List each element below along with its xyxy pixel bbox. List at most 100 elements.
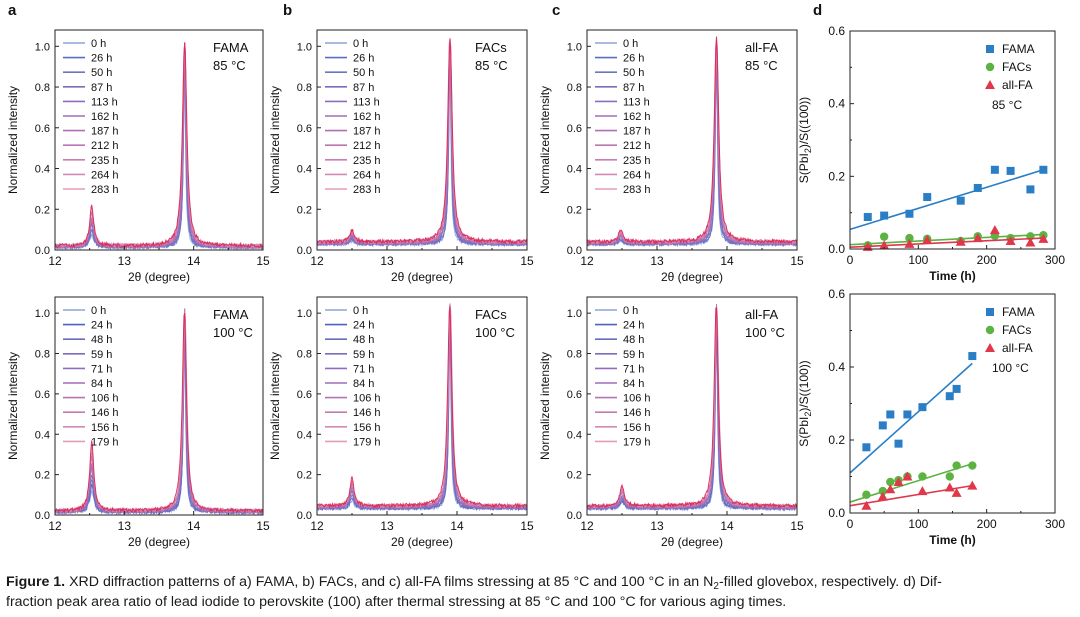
x-tick-label: 200 xyxy=(977,253,997,267)
legend-label: 26 h xyxy=(91,53,112,65)
y-tick-label: 0.0 xyxy=(567,245,582,257)
data-point-triangle xyxy=(893,476,904,486)
legend-label: 212 h xyxy=(353,140,381,152)
legend-label: 235 h xyxy=(91,155,119,167)
data-point-square xyxy=(1006,166,1015,175)
xrd-trace xyxy=(587,310,797,511)
legend-label: 48 h xyxy=(91,334,112,346)
legend-label: 106 h xyxy=(91,393,119,405)
legend-label: 26 h xyxy=(353,53,374,65)
xrd-trace xyxy=(55,314,263,515)
x-tick-label: 14 xyxy=(720,254,734,268)
x-tick-label: 0 xyxy=(847,253,854,267)
figure-canvas: 12 13 14 15 0.0 0.2 0.4 0.6 0.8 1.0 2θ (degree) Nor… xyxy=(6,2,1065,549)
xrd-trace xyxy=(55,42,263,250)
xrd-panel-b-top: 12 13 14 15 0.0 0.2 0.4 0.6 0.8 1.0 2θ (degree) Nor… xyxy=(268,29,534,284)
y-tick-label: 0.0 xyxy=(567,510,582,522)
data-point-square xyxy=(905,209,914,218)
xrd-trace xyxy=(55,47,263,250)
legend-label: 146 h xyxy=(91,407,119,419)
xrd-trace xyxy=(55,314,263,515)
y-tick-label: 0.6 xyxy=(828,287,845,301)
xrd-trace xyxy=(55,310,263,515)
xrd-trace xyxy=(55,45,263,250)
legend-label: 283 h xyxy=(623,184,651,196)
legend-label: 87 h xyxy=(353,82,374,94)
data-point-square xyxy=(956,196,965,205)
sample-label: FAMA xyxy=(213,307,249,322)
y-tick-label: 0.8 xyxy=(35,82,50,94)
legend-label: all-FA xyxy=(1002,341,1033,355)
data-point-triangle xyxy=(902,471,913,481)
xrd-trace xyxy=(55,43,263,250)
legend-label: FACs xyxy=(1002,60,1031,74)
legend-label: 113 h xyxy=(353,96,380,108)
legend-label: 50 h xyxy=(353,67,374,79)
x-tick-label: 14 xyxy=(187,254,201,268)
legend-label: FAMA xyxy=(1002,42,1035,56)
data-point-square xyxy=(1026,185,1035,194)
data-point-circle xyxy=(905,233,914,243)
y-tick-label: 0.6 xyxy=(297,123,312,135)
x-tick-label: 300 xyxy=(1045,253,1065,267)
legend-label: FAMA xyxy=(1002,305,1035,319)
xrd-trace xyxy=(587,49,797,248)
legend-label: 71 h xyxy=(91,363,112,375)
legend-label: 235 h xyxy=(623,155,651,167)
panel-label: d xyxy=(813,2,822,19)
fit-line xyxy=(849,169,1044,231)
temperature-label: 85 °C xyxy=(213,58,246,73)
figure-caption: Figure 1. XRD diffraction patterns of a)… xyxy=(6,572,1074,612)
xrd-panel-a-top: 12 13 14 15 0.0 0.2 0.4 0.6 0.8 1.0 2θ (degree) Nor… xyxy=(6,29,270,284)
legend-label: 162 h xyxy=(353,111,381,123)
legend-label: 212 h xyxy=(91,140,119,152)
y-axis-label: S(PbI2)/S((100)) xyxy=(797,360,813,446)
legend-label: 87 h xyxy=(91,82,112,94)
x-axis-label: 2θ (degree) xyxy=(391,535,453,549)
x-tick-label: 100 xyxy=(908,253,928,267)
x-tick-label: 12 xyxy=(48,254,62,268)
x-tick-label: 13 xyxy=(118,519,132,533)
y-tick-label: 0.2 xyxy=(567,204,582,216)
temperature-label: 100 °C xyxy=(475,325,515,340)
y-tick-label: 0.8 xyxy=(567,349,582,361)
legend-label: 264 h xyxy=(91,169,119,181)
legend-label: 84 h xyxy=(353,378,374,390)
xrd-trace xyxy=(317,38,527,245)
sample-label: FAMA xyxy=(213,40,249,55)
legend-label: 84 h xyxy=(623,378,644,390)
y-tick-label: 0.2 xyxy=(828,433,845,447)
legend-label: 50 h xyxy=(91,67,112,79)
legend-label: 113 h xyxy=(623,96,650,108)
x-axis-label: 2θ (degree) xyxy=(661,535,723,549)
data-point-circle xyxy=(862,490,871,499)
data-point-triangle xyxy=(922,234,933,244)
sample-label: all-FA xyxy=(745,40,779,55)
panel-label: b xyxy=(283,2,292,19)
y-tick-label: 0.6 xyxy=(567,389,582,401)
legend-label: all-FA xyxy=(1002,78,1033,92)
panel-label: c xyxy=(552,2,560,19)
data-point-square xyxy=(894,439,903,448)
data-point-triangle xyxy=(955,236,966,246)
y-tick-label: 0.4 xyxy=(297,164,312,176)
xrd-trace xyxy=(317,43,527,247)
data-point-circle xyxy=(985,62,995,72)
legend-label: 0 h xyxy=(353,38,368,50)
legend-label: 187 h xyxy=(91,126,119,138)
x-tick-label: 13 xyxy=(650,519,664,533)
data-point-circle xyxy=(886,477,895,487)
y-tick-label: 0.0 xyxy=(828,242,845,256)
legend-label: 0 h xyxy=(623,305,638,317)
data-point-triangle xyxy=(877,491,888,501)
xrd-trace xyxy=(317,48,527,248)
x-axis-label: 2θ (degree) xyxy=(128,270,190,284)
xrd-panel-b-bottom: 12 13 14 15 0.0 0.2 0.4 0.6 0.8 1.0 2θ (degree) Nor… xyxy=(268,296,534,549)
legend-label: 48 h xyxy=(353,334,374,346)
data-point-triangle xyxy=(972,233,983,243)
data-point-circle xyxy=(918,472,927,481)
legend-label: 212 h xyxy=(623,140,651,152)
x-tick-label: 12 xyxy=(48,519,62,533)
data-point-circle xyxy=(879,232,889,241)
xrd-trace xyxy=(587,313,797,512)
